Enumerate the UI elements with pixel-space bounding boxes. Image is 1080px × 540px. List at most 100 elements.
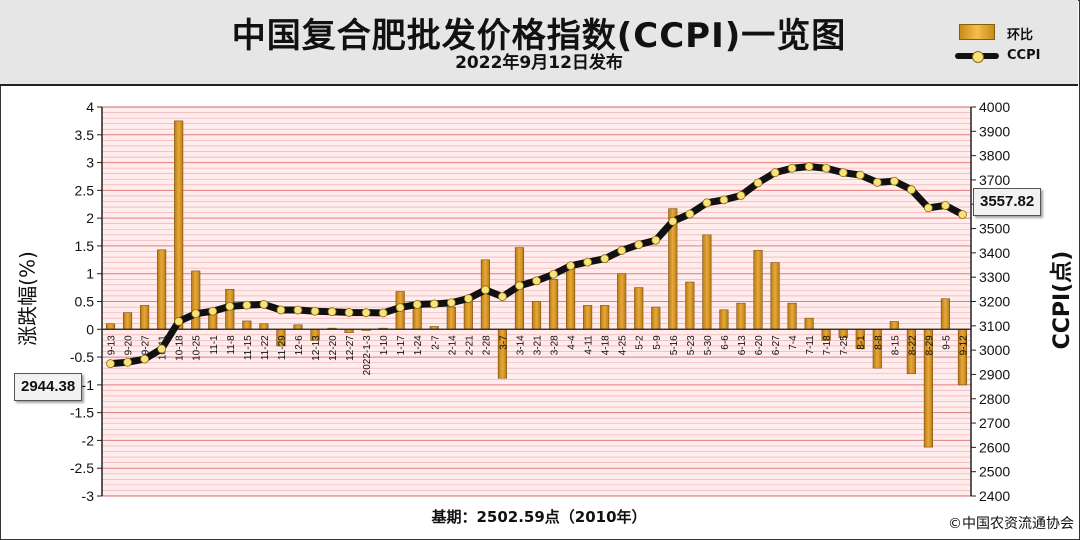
x-tick-label: 7-4 — [788, 335, 799, 350]
y2-tick-label: 2800 — [979, 391, 1010, 407]
bar — [617, 273, 627, 330]
y-tick-label: 4 — [86, 99, 94, 115]
bar — [242, 320, 252, 330]
ccpi-point — [702, 198, 712, 208]
legend-item-bar: 环比 — [955, 22, 1075, 43]
ccpi-point — [344, 308, 354, 317]
bar — [412, 306, 422, 330]
y-tick-label: 0 — [86, 321, 94, 337]
x-tick-label: 3-28 — [550, 335, 561, 355]
bar — [651, 306, 661, 330]
x-tick-label: 4-4 — [567, 335, 578, 350]
bar — [548, 278, 559, 330]
x-tick-label: 9-5 — [941, 335, 952, 350]
ccpi-point — [958, 210, 967, 219]
bar — [600, 305, 610, 330]
y2-tick-label: 3500 — [979, 221, 1010, 237]
y2-tick-label: 3000 — [979, 342, 1010, 358]
ccpi-point — [924, 203, 933, 213]
y-tick-label: -3 — [82, 488, 95, 504]
x-tick-label: 6-27 — [771, 335, 782, 355]
y2-tick-label: 3900 — [979, 123, 1010, 139]
ccpi-point — [242, 300, 252, 310]
x-tick-label: 4-18 — [601, 335, 612, 355]
copyright-note: ©中国农资流通协会 — [948, 516, 1074, 532]
ccpi-point — [583, 257, 593, 267]
y-tick-label: 2 — [86, 210, 94, 226]
x-tick-label: 3-21 — [533, 335, 544, 355]
ccpi-point — [191, 309, 201, 319]
x-tick-label: 3-7 — [498, 335, 509, 350]
x-tick-label: 8-1 — [856, 335, 867, 350]
ccpi-point — [872, 177, 882, 187]
bar — [770, 262, 780, 330]
y2-tick-label: 2400 — [979, 488, 1010, 504]
ccpi-point — [770, 168, 780, 178]
x-tick-label: 6-13 — [737, 335, 748, 355]
ccpi-point — [549, 269, 558, 279]
x-tick-label: 5-9 — [652, 335, 663, 350]
ccpi-point — [532, 276, 541, 286]
y2-tick-label: 3800 — [979, 148, 1010, 164]
x-tick-label: 8-8 — [873, 335, 884, 350]
ccpi-point — [140, 354, 149, 364]
x-tick-label: 5-30 — [703, 335, 714, 355]
y2-tick-label: 3300 — [979, 269, 1010, 285]
bar — [566, 267, 576, 330]
y-tick-label: 1.5 — [75, 238, 95, 254]
bar — [719, 309, 729, 330]
ccpi-point — [429, 299, 439, 309]
x-tick-label: 7-18 — [822, 335, 833, 355]
ccpi-point — [838, 168, 848, 178]
ccpi-point — [515, 281, 524, 291]
x-tick-label: 11-15 — [243, 335, 254, 360]
ccpi-point — [719, 195, 729, 205]
x-tick-label: 8-29 — [924, 335, 935, 355]
chart-header: 中国复合肥批发价格指数(CCPI)一览图 2022年9月12日发布 环比 CCP… — [0, 0, 1078, 86]
base-period-note: 基期：2502.59点（2010年） — [431, 508, 647, 526]
x-tick-label: 6-6 — [720, 335, 731, 350]
x-tick-label: 10-18 — [175, 335, 186, 361]
legend-bar-swatch — [959, 24, 995, 40]
ccpi-point — [157, 344, 167, 354]
x-tick-label: 6-20 — [754, 335, 765, 355]
y2-tick-label: 3100 — [979, 318, 1010, 334]
ccpi-point — [106, 359, 115, 369]
x-tick-label: 11-22 — [260, 335, 271, 360]
x-tick-label: 8-15 — [890, 335, 901, 355]
chart-legend: 环比 CCPI — [955, 18, 1075, 72]
y-tick-label: -0.5 — [70, 349, 94, 365]
y2-tick-label: 2900 — [979, 366, 1010, 382]
y-tick-label: 3.5 — [75, 127, 95, 143]
ccpi-point — [617, 246, 627, 255]
ccpi-point — [668, 216, 678, 226]
x-tick-label: 4-25 — [618, 335, 629, 355]
y-tick-label: -1 — [82, 377, 95, 393]
x-tick-label: 3-14 — [515, 335, 526, 355]
y-axis-right-label: CCPI(点) — [1050, 250, 1075, 350]
bar — [157, 249, 167, 330]
x-tick-label: 7-11 — [805, 335, 816, 355]
y-tick-label: -1.5 — [70, 405, 94, 421]
x-tick-label: 11-1 — [209, 335, 220, 355]
bar — [736, 302, 746, 330]
bar — [583, 305, 593, 330]
ccpi-point — [651, 235, 661, 245]
ccpi-point — [634, 240, 644, 250]
bar — [531, 301, 542, 330]
ccpi-point — [906, 185, 916, 195]
ccpi-point — [123, 357, 132, 367]
y2-tick-label: 3400 — [979, 245, 1010, 261]
x-tick-label: 11-29 — [277, 335, 288, 360]
ccpi-point — [941, 201, 950, 210]
bar — [804, 317, 814, 330]
y-tick-label: -2.5 — [70, 460, 94, 476]
ccpi-point — [463, 294, 473, 303]
bar — [940, 298, 951, 330]
y-axis-left-label: 涨跌幅(%) — [15, 251, 40, 346]
x-tick-label: 1-10 — [379, 335, 390, 355]
bar — [685, 281, 695, 330]
y-tick-label: 1 — [86, 266, 94, 282]
bar — [140, 305, 150, 330]
